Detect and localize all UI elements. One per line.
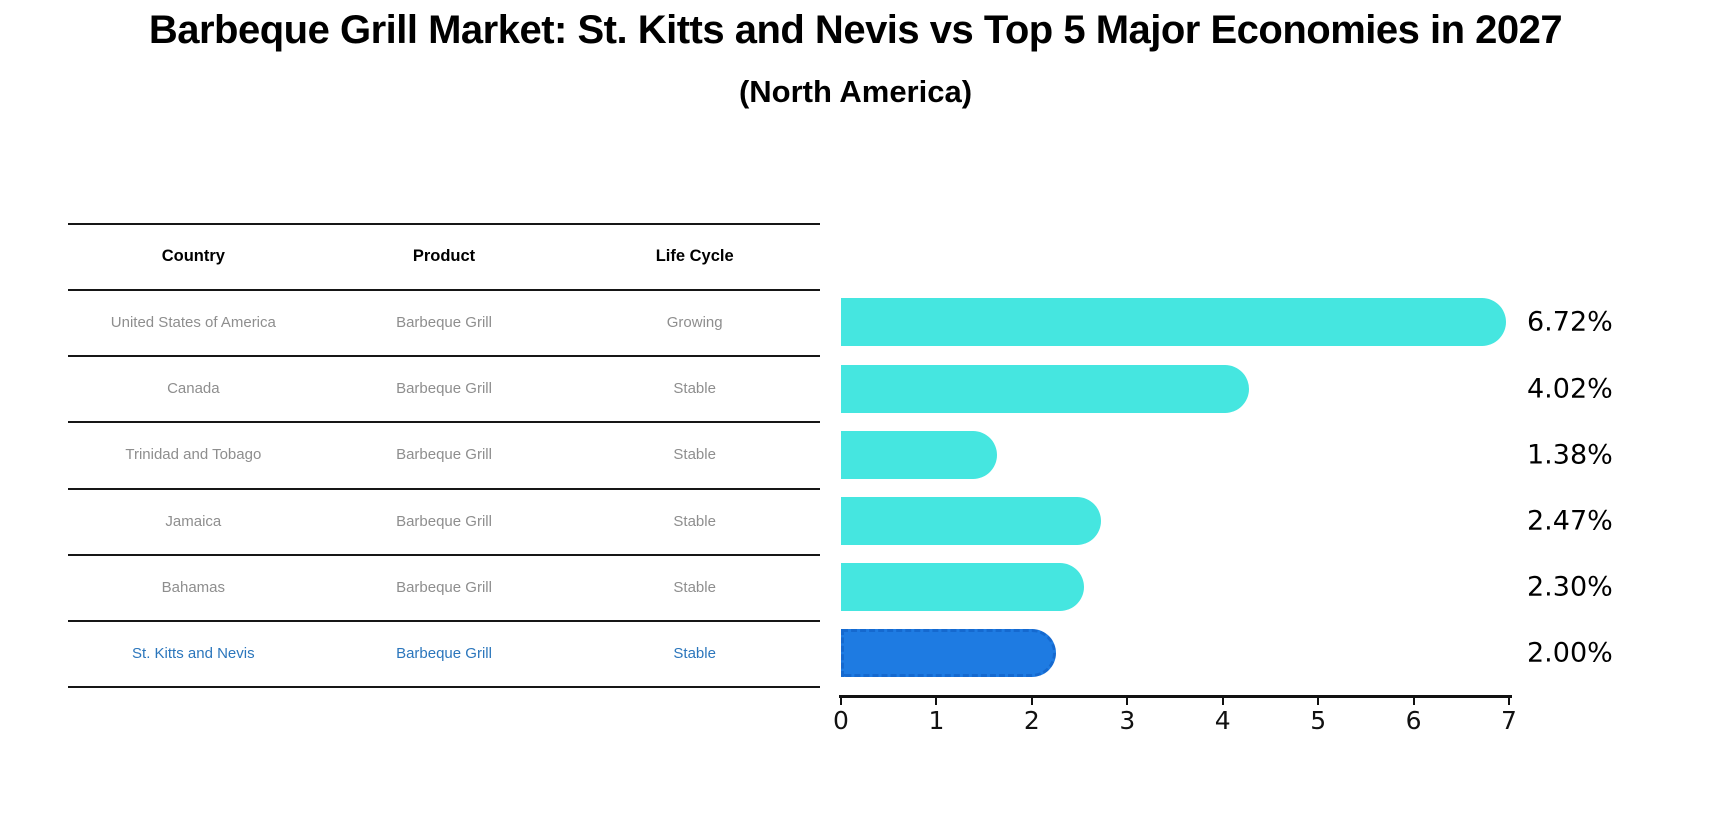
life-cycle-cell: Stable (673, 446, 716, 464)
column-header: Life Cycle (655, 247, 734, 266)
bar-value-label: 2.30% (1527, 571, 1613, 603)
x-axis-tick-label: 6 (1405, 706, 1422, 735)
bar (841, 496, 1101, 545)
x-axis-tick (1508, 696, 1510, 705)
life-cycle-cell: Stable (673, 512, 716, 530)
bar-value-label: 2.47% (1527, 505, 1613, 537)
table-row: Trinidad and Tobago Barbeque Grill Stable (68, 423, 820, 490)
country-cell: St. Kitts and Nevis (132, 644, 255, 662)
x-axis-tick (1030, 696, 1033, 705)
country-cell: Bahamas (161, 578, 226, 596)
x-axis-tick (1317, 696, 1320, 705)
country-cell: Jamaica (165, 512, 222, 530)
product-cell: Barbeque Grill (396, 644, 492, 662)
life-cycle-cell: Stable (673, 380, 716, 398)
table-row: Bahamas Barbeque Grill Stable (68, 556, 820, 622)
life-cycle-cell: Growing (666, 314, 723, 332)
bar-value-label: 6.72% (1527, 306, 1613, 338)
x-axis-tick (1221, 696, 1224, 705)
bar (841, 562, 1085, 611)
country-cell: Canada (167, 380, 220, 398)
x-axis-tick (1412, 696, 1415, 705)
bar-highlighted (841, 629, 1056, 678)
x-axis-tick-label: 1 (928, 706, 945, 735)
bar-value-label: 1.38% (1527, 439, 1613, 471)
x-axis-tick (1126, 696, 1129, 705)
x-axis-tick-label: 2 (1023, 706, 1040, 735)
country-cell: Trinidad and Tobago (125, 446, 262, 464)
x-axis-tick-label: 7 (1501, 706, 1517, 735)
chart-title: Barbeque Grill Market: St. Kitts and Nev… (148, 8, 1563, 52)
x-axis-tick (935, 696, 938, 705)
table-row: Canada Barbeque Grill Stable (68, 357, 820, 424)
column-header: Product (412, 247, 476, 266)
market-table: Country Product Life Cycle United States of… (68, 223, 820, 688)
product-cell: Barbeque Grill (396, 512, 492, 530)
bar-value-label: 2.00% (1527, 637, 1613, 669)
x-axis-tick (840, 696, 842, 705)
bar (841, 364, 1249, 413)
product-cell: Barbeque Grill (396, 578, 492, 596)
table-row: St. Kitts and Nevis Barbeque Grill Stable (68, 622, 820, 688)
product-cell: Barbeque Grill (396, 380, 492, 398)
chart-subtitle: (North America) (738, 74, 973, 109)
life-cycle-cell: Stable (673, 644, 716, 662)
x-axis-line (839, 695, 1512, 698)
bar (841, 430, 997, 479)
x-axis-tick-label: 5 (1310, 706, 1327, 735)
table-row: Jamaica Barbeque Grill Stable (68, 490, 820, 556)
bar-value-label: 4.02% (1527, 373, 1613, 405)
bar (841, 298, 1507, 347)
x-axis-tick-label: 3 (1119, 706, 1136, 735)
life-cycle-cell: Stable (673, 578, 716, 596)
country-cell: United States of America (110, 314, 276, 332)
x-axis-tick-label: 0 (833, 706, 849, 735)
x-axis-tick-label: 4 (1214, 706, 1231, 735)
product-cell: Barbeque Grill (396, 314, 492, 332)
column-header: Country (161, 247, 225, 266)
table-header-row: Country Product Life Cycle (68, 225, 820, 292)
product-cell: Barbeque Grill (396, 446, 492, 464)
table-row: United States of America Barbeque Grill Gr… (68, 291, 820, 358)
